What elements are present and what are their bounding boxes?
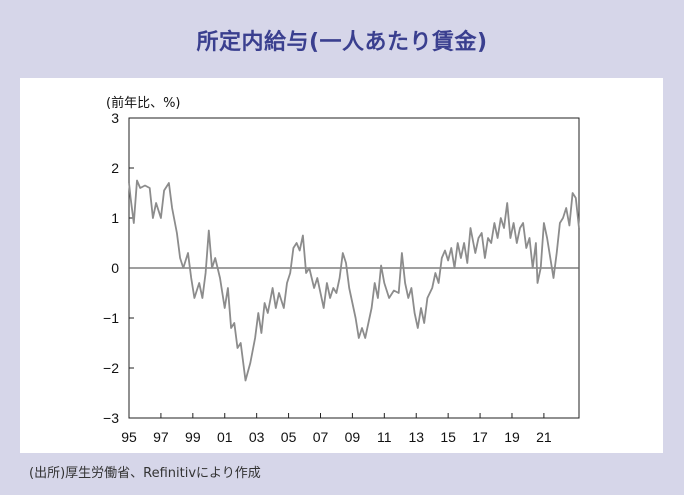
x-tick-label: 99 xyxy=(185,429,201,445)
x-tick-label: 15 xyxy=(440,429,456,445)
x-tick-label: 17 xyxy=(472,429,488,445)
y-tick-label: −1 xyxy=(103,310,119,326)
x-tick-label: 11 xyxy=(377,429,392,445)
series-line xyxy=(128,179,580,382)
y-tick-label: 3 xyxy=(111,110,119,126)
x-tick-label: 03 xyxy=(249,429,265,445)
x-tick-label: 09 xyxy=(345,429,361,445)
x-tick-label: 21 xyxy=(536,429,552,445)
y-tick-label: 2 xyxy=(111,160,119,176)
source-note: (出所)厚生労働省、Refinitivにより作成 xyxy=(29,466,261,481)
series-group xyxy=(128,179,580,382)
y-axis: 3 2 1 0 −1 −2 −3 xyxy=(103,110,134,426)
x-tick-label: 95 xyxy=(121,429,137,445)
x-tick-label: 19 xyxy=(504,429,520,445)
x-tick-label: 07 xyxy=(313,429,329,445)
y-tick-label: −3 xyxy=(103,410,119,426)
x-tick-label: 13 xyxy=(408,429,424,445)
y-tick-label: 1 xyxy=(111,210,119,226)
y-tick-label: 0 xyxy=(111,260,119,276)
x-tick-label: 97 xyxy=(153,429,169,445)
x-axis: 95 97 99 01 03 05 07 09 11 13 15 17 19 21 xyxy=(121,413,552,445)
chart-title: 所定内給与(一人あたり賃金) xyxy=(196,30,488,55)
y-tick-label: −2 xyxy=(103,360,119,376)
x-tick-label: 01 xyxy=(217,429,233,445)
x-tick-label: 05 xyxy=(281,429,297,445)
y-axis-unit-label: (前年比、%) xyxy=(106,95,181,111)
